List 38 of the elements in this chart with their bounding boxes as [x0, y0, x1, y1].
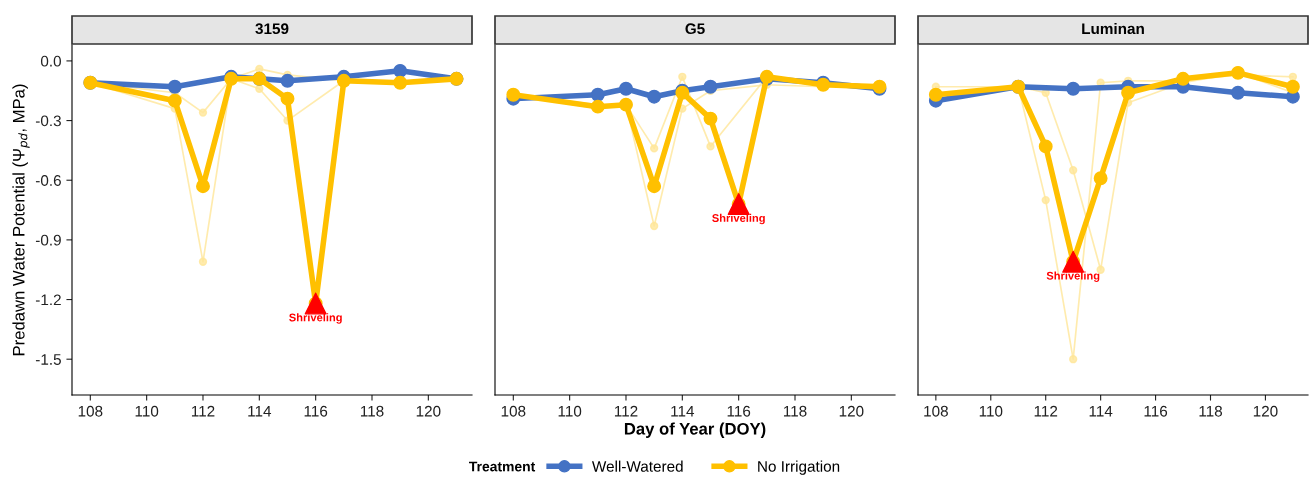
- x-tick-label: 118: [783, 405, 807, 417]
- annotation: Shriveling: [712, 213, 765, 225]
- x-tick-label: 108: [78, 405, 103, 417]
- x-tick-label: 108: [501, 405, 526, 417]
- x-tick-label: 110: [979, 405, 1003, 417]
- y-tick-label: -0.6: [35, 175, 61, 186]
- annotation: Shriveling: [289, 313, 342, 324]
- x-tick-label: 108: [924, 405, 948, 417]
- x-tick-label: 114: [248, 405, 272, 417]
- y-tick-label: -0.3: [35, 115, 61, 127]
- x-tick-label: 110: [558, 405, 582, 417]
- x-tick-label: 120: [416, 405, 441, 417]
- legend-label: No Irrigation: [758, 460, 840, 475]
- y-tick-label: -0.9: [35, 234, 61, 246]
- x-tick-label: 116: [727, 405, 751, 417]
- x-tick-label: 114: [671, 405, 695, 417]
- y-axis-title: Predawn Water Potential (Ψ$_{pd}$, MPa): [12, 84, 30, 356]
- x-tick-label: 112: [1034, 405, 1058, 417]
- x-tick-label: 114: [1089, 405, 1113, 417]
- chart-title: G5: [685, 23, 705, 35]
- x-tick-label: 112: [191, 405, 215, 417]
- x-tick-label: 118: [360, 405, 384, 417]
- x-tick-label: 118: [1199, 405, 1223, 417]
- x-axis-title: Day of Year (DOY): [624, 422, 766, 438]
- y-tick-label: -1.5: [35, 354, 61, 365]
- x-tick-label: 110: [135, 405, 159, 417]
- legend-label: Well-Watered: [591, 460, 683, 472]
- x-tick-label: 116: [304, 405, 328, 417]
- x-tick-label: 116: [1144, 405, 1168, 417]
- x-tick-label: 112: [614, 405, 638, 417]
- x-tick-label: 120: [1253, 405, 1278, 417]
- y-tick-label: -1.2: [35, 294, 61, 306]
- annotation: Shriveling: [1046, 271, 1100, 282]
- chart-title: Luminan: [1082, 22, 1144, 35]
- x-tick-label: 120: [839, 405, 864, 417]
- chart-title: 3159: [255, 23, 289, 35]
- y-tick-label: 0.0: [40, 55, 61, 67]
- legend-title: Treatment: [469, 461, 536, 472]
